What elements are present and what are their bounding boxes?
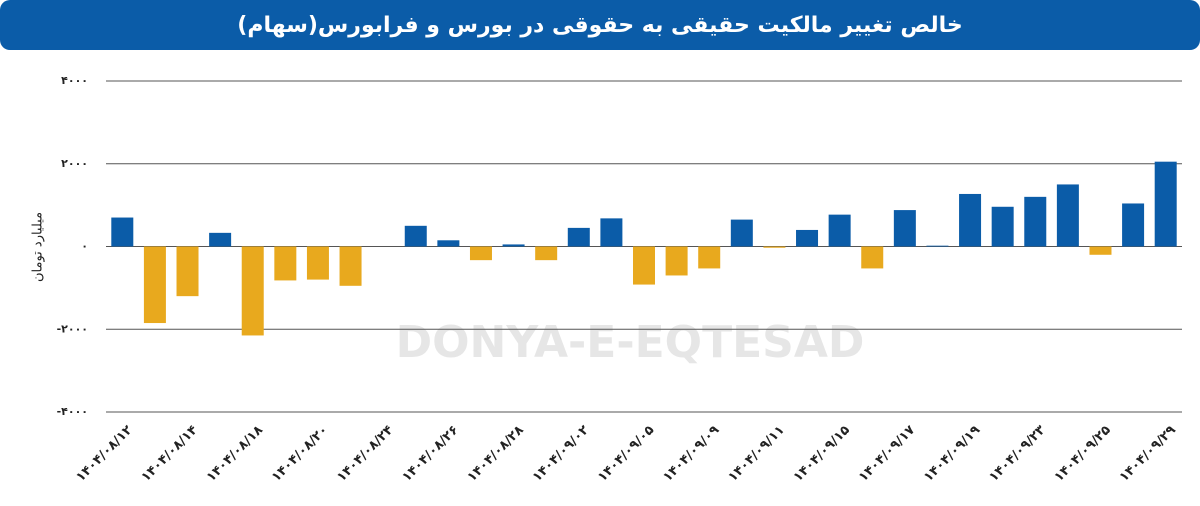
bar [1056, 184, 1079, 247]
bar [959, 193, 982, 247]
bar [665, 246, 688, 276]
y-tick-label: -۴۰۰۰ [57, 405, 88, 418]
bar [926, 245, 949, 247]
bar [796, 229, 819, 247]
bar [600, 218, 623, 247]
bar [828, 214, 851, 247]
bar [437, 240, 460, 247]
bar [730, 219, 753, 247]
chart-title: خالص تغییر مالکیت حقیقی به حقوقی در بورس… [237, 13, 962, 38]
bar [893, 210, 916, 247]
y-tick-label: ۰ [81, 240, 88, 253]
bar [861, 246, 884, 269]
bar [404, 225, 427, 247]
bar [143, 246, 166, 324]
y-tick-label: -۲۰۰۰ [57, 322, 88, 335]
bar [274, 246, 297, 281]
y-tick-label: ۴۰۰۰ [61, 74, 88, 87]
y-axis-label: میلیارد تومان [31, 212, 46, 282]
bar [991, 206, 1014, 247]
bar [567, 227, 590, 247]
bar [111, 217, 134, 247]
y-tick-label: ۲۰۰۰ [61, 157, 88, 170]
bar [176, 246, 199, 297]
bar [306, 246, 329, 280]
bar [633, 246, 655, 285]
bar [698, 246, 721, 269]
bar [535, 246, 558, 261]
bar [763, 246, 786, 248]
bar [1024, 196, 1047, 247]
bar [1154, 161, 1177, 247]
header-bar [0, 0, 1200, 50]
bar [339, 246, 362, 286]
bar [241, 246, 264, 336]
bar [502, 244, 525, 247]
watermark: DONYA-E-EQTESAD [396, 317, 865, 368]
bar [1122, 203, 1145, 247]
bar [469, 246, 492, 261]
bar [209, 232, 232, 247]
bar [1089, 246, 1112, 255]
